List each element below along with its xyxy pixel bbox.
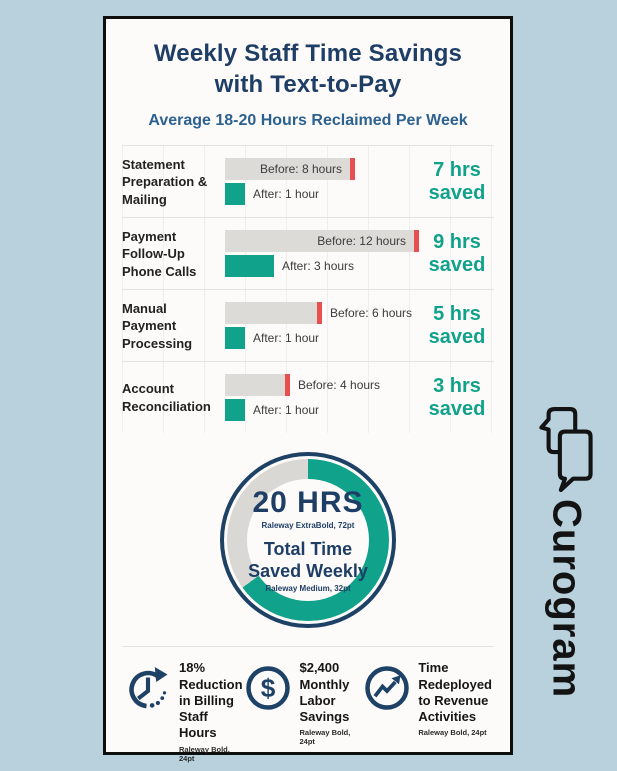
saved-word: saved (428, 253, 486, 276)
stat-line: to Revenue (418, 692, 489, 708)
after-bar (225, 327, 245, 350)
bottom-stats: 18% Reduction in Billing Staff Hours Ral… (122, 646, 494, 763)
donut-value: 20 HRS (252, 486, 364, 520)
saved-hours: 9 hrs (433, 230, 481, 253)
donut-value-note: Raleway ExtraBold, 72pt (261, 521, 355, 531)
svg-text:$: $ (261, 673, 276, 703)
chart-row-payment-follow-up: Payment Follow-Up Phone Calls Before: 12… (122, 217, 494, 289)
stat-time-redeployed: Time Redeployed to Revenue Activities Ra… (363, 660, 492, 762)
saved-word: saved (428, 397, 486, 420)
savings-bar-chart: Statement Preparation & Mailing Before: … (122, 145, 494, 434)
after-bar (225, 183, 245, 206)
donut-label: Total Time Saved Weekly (248, 539, 368, 582)
row-bars: Before: 12 hours Before: 12 hours After:… (218, 230, 420, 278)
saved-badge: 3 hrs saved (420, 375, 494, 421)
before-bar: Before: 4 hours (225, 374, 285, 397)
stat-line: 18% (179, 660, 206, 676)
stat-line: Staff Hours (179, 709, 217, 741)
saved-hours: 3 hrs (433, 374, 481, 397)
row-bars: Before: 8 hours Before: 8 hours After: 1… (218, 158, 420, 206)
after-bar (225, 399, 245, 422)
before-bar: Before: 12 hours (225, 230, 414, 253)
stat-line: Activities (418, 709, 477, 725)
before-bar-label: Before: 4 hours (298, 378, 381, 393)
stat-line: $2,400 (299, 660, 340, 676)
saved-hours: 5 hrs (433, 302, 481, 325)
stat-line: Savings (299, 709, 350, 725)
saved-badge: 9 hrs saved (420, 231, 494, 277)
after-bar-label: After: 1 hour (253, 331, 320, 346)
saved-word: saved (428, 325, 486, 348)
brand-name: Curogram (544, 499, 589, 699)
after-bar-label: After: 3 hours (282, 259, 355, 274)
row-label: Manual Payment Processing (122, 300, 193, 351)
stat-line: Time (418, 660, 449, 676)
bar-red-tip (414, 230, 419, 253)
after-bar (225, 255, 274, 278)
saved-badge: 7 hrs saved (420, 159, 494, 205)
before-bar-label: Before: 12 hours (317, 234, 406, 249)
row-label: Payment Follow-Up Phone Calls (122, 228, 197, 279)
brand-block: Curogram (515, 406, 617, 698)
before-bar-label: Before: 6 hours (330, 306, 413, 321)
stat-note: Raleway Bold, 24pt (299, 728, 351, 747)
stat-note: Raleway Bold, 24pt (418, 728, 487, 738)
row-label: Account Reconciliation (122, 381, 211, 414)
donut-outer-ring (220, 451, 396, 628)
chat-bubbles-icon (539, 407, 593, 492)
page-subtitle: Average 18-20 Hours Reclaimed Per Week (148, 112, 468, 130)
page-title: Weekly Staff Time Savings with Text-to-P… (122, 39, 494, 100)
trend-up-icon (365, 666, 410, 711)
bar-red-tip (285, 374, 290, 397)
row-bars: Before: 6 hours Before: 6 hours After: 1… (218, 302, 420, 350)
stat-line: Redeployed (418, 676, 492, 692)
stat-note: Raleway Bold, 24pt (179, 744, 230, 763)
stat-line: Monthly (299, 676, 350, 692)
stat-line: Labor (299, 692, 336, 708)
before-bar: Before: 8 hours (225, 158, 350, 181)
total-savings-donut: 20 HRS Raleway ExtraBold, 72pt Total Tim… (122, 433, 494, 646)
dollar-circle-icon: $ (246, 666, 291, 711)
chart-row-manual-payment: Manual Payment Processing Before: 6 hour… (122, 289, 494, 361)
saved-word: saved (428, 181, 486, 204)
bar-red-tip (317, 302, 322, 325)
before-bar: Before: 6 hours (225, 302, 317, 325)
chart-row-statement-preparation: Statement Preparation & Mailing Before: … (122, 145, 494, 217)
bar-red-tip (350, 158, 355, 181)
stat-labor-savings: $ $2,400 Monthly Labor Savings Raleway B… (244, 660, 363, 762)
title-line-2: with Text-to-Pay (214, 70, 402, 98)
infographic-card: Weekly Staff Time Savings with Text-to-P… (103, 16, 513, 763)
saved-badge: 5 hrs saved (420, 303, 494, 349)
saved-hours: 7 hrs (433, 158, 481, 181)
row-bars: Before: 4 hours Before: 4 hours After: 1… (218, 374, 420, 422)
stat-line: Reduction (179, 676, 243, 692)
before-bar-label: Before: 8 hours (259, 162, 342, 177)
stat-line: in Billing (179, 692, 234, 708)
row-label: Statement Preparation & Mailing (122, 156, 208, 207)
title-line-1: Weekly Staff Time Savings (153, 40, 463, 67)
after-bar-label: After: 1 hour (253, 187, 320, 202)
clock-rewind-icon (129, 667, 168, 709)
donut-label-note: Raleway Medium, 32pt (265, 584, 351, 594)
donut-hole (247, 478, 369, 601)
chart-row-account-reconciliation: Account Reconciliation Before: 4 hours B… (122, 361, 494, 433)
after-bar-label: After: 1 hour (253, 403, 320, 418)
stat-billing-reduction: 18% Reduction in Billing Staff Hours Ral… (124, 660, 244, 763)
